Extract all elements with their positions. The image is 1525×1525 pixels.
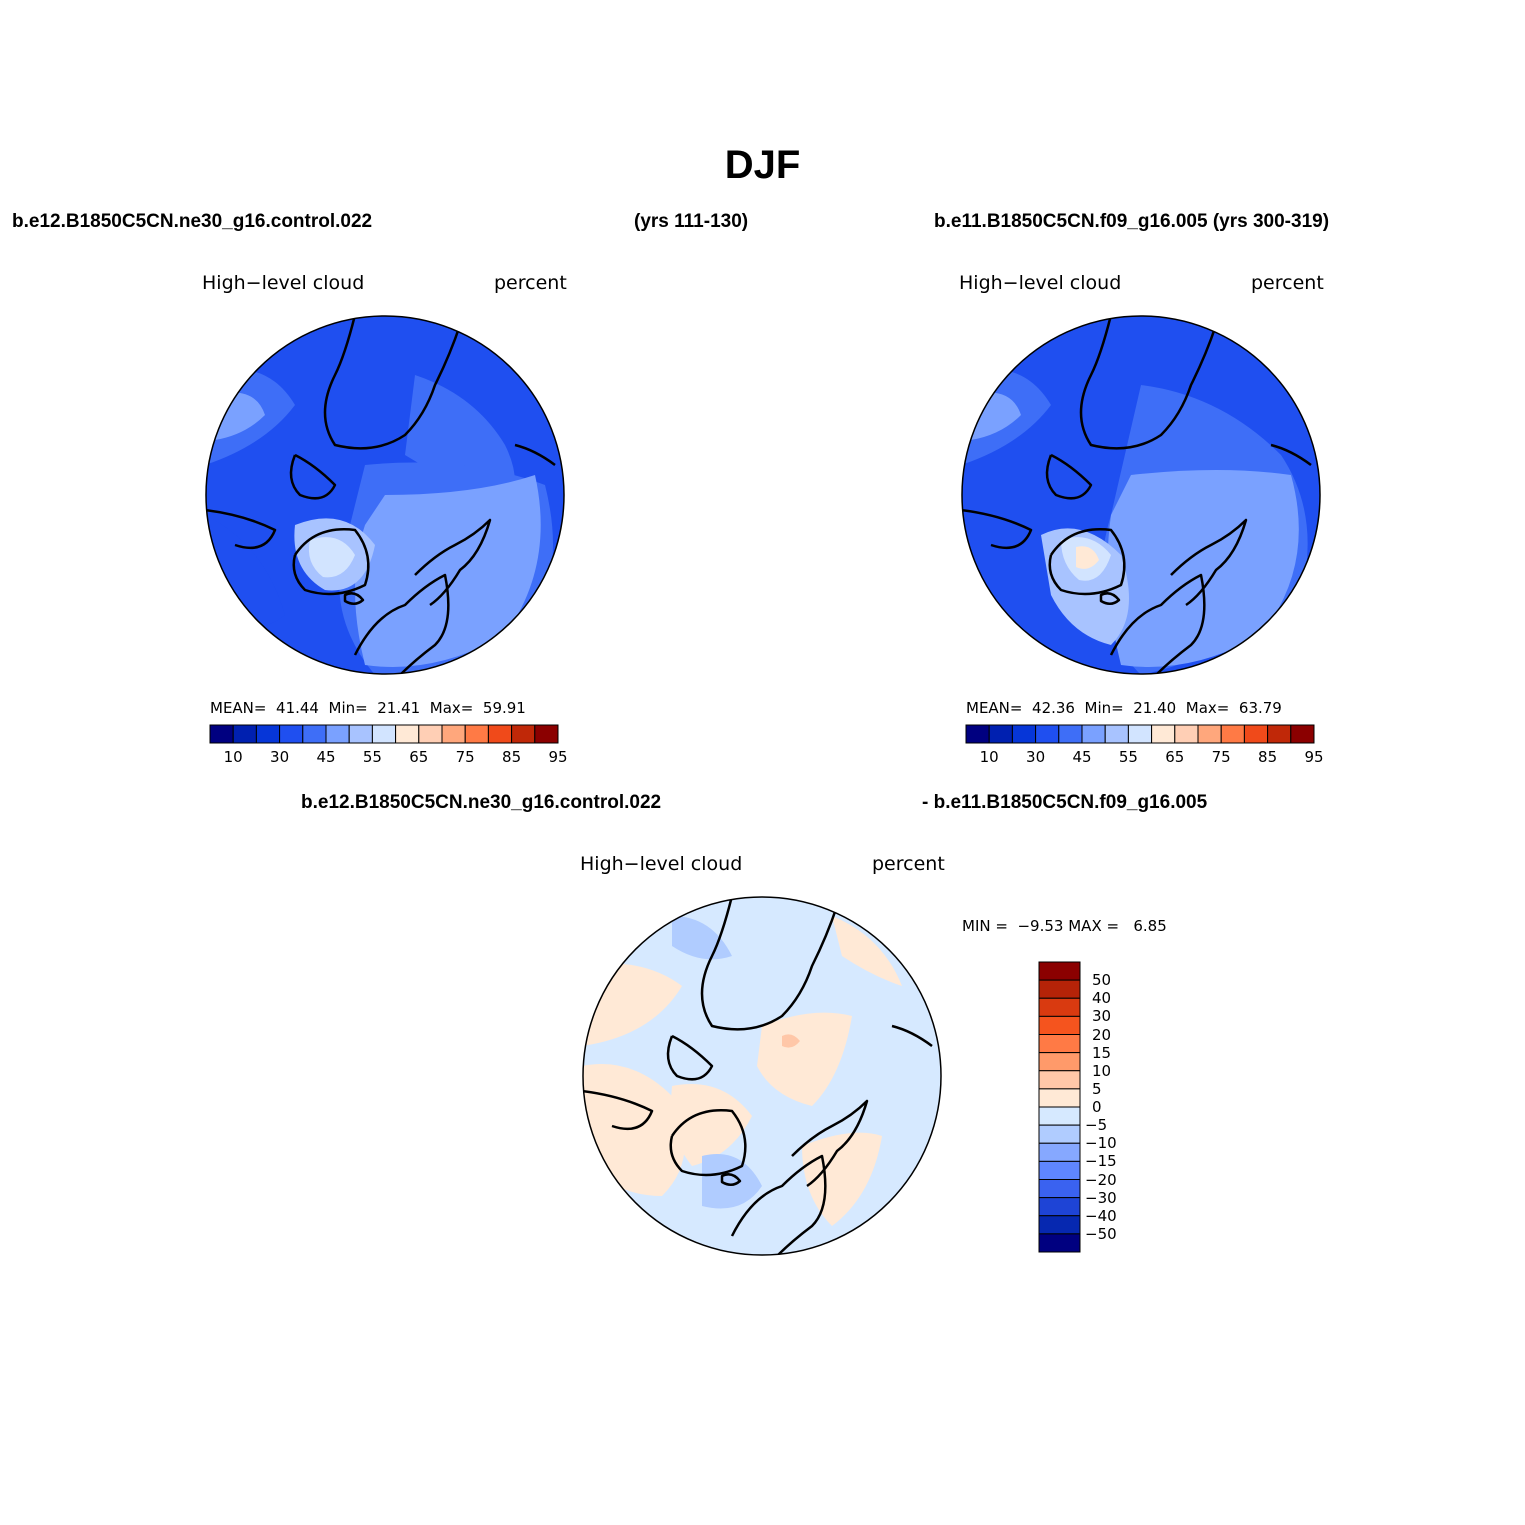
colorbar-tick-label: 95 xyxy=(548,748,568,766)
colorbar-swatch xyxy=(1197,724,1222,744)
colorbar-swatch xyxy=(1038,997,1081,1017)
colorbar-tick-label: 75 xyxy=(455,748,475,766)
colorbar-swatch xyxy=(1038,979,1081,999)
colorbar-tick-label: 30 xyxy=(270,748,290,766)
colorbar-tick-label: 55 xyxy=(1118,748,1138,766)
colorbar-swatch xyxy=(1011,724,1037,744)
colorbar-tick-label: −10 xyxy=(1085,1134,1117,1153)
colorbar-swatch xyxy=(1081,724,1106,744)
colorbar-swatch xyxy=(1038,1070,1081,1090)
colorbar-swatch xyxy=(1174,724,1199,744)
colorbar-swatch xyxy=(1038,1197,1081,1217)
colorbar-swatch xyxy=(302,724,327,744)
colorbar-tick-label: −15 xyxy=(1085,1152,1117,1171)
colorbar-swatch xyxy=(255,724,281,744)
colorbar-swatch xyxy=(1038,1034,1081,1054)
colorbar-tick-label: 65 xyxy=(1165,748,1185,766)
colorbar-swatch xyxy=(1038,1233,1081,1253)
colorbar-tick-label: 10 xyxy=(1092,1061,1112,1080)
colorbar-tick-label: 5 xyxy=(1092,1079,1102,1098)
colorbar-swatch xyxy=(1104,724,1129,744)
colorbar-tick-label: −30 xyxy=(1085,1188,1117,1207)
panel1-units: percent xyxy=(494,272,567,294)
colorbar-swatch xyxy=(1290,724,1315,744)
colorbar-swatch xyxy=(418,724,443,744)
panel3-stats: MIN = −9.53 MAX = 6.85 xyxy=(962,917,1167,935)
colorbar-swatch xyxy=(1038,1015,1081,1035)
panel1-variable: High−level cloud xyxy=(202,272,365,294)
right-case-label: b.e11.B1850C5CN.f09_g16.005 (yrs 300-319… xyxy=(934,211,1330,232)
colorbar-swatch xyxy=(1038,1088,1081,1108)
diff-case-a-label: b.e12.B1850C5CN.ne30_g16.control.022 xyxy=(301,792,662,813)
colorbar-tick-label: 85 xyxy=(502,748,522,766)
map-difference xyxy=(582,896,942,1256)
left-years-label: (yrs 111-130) xyxy=(634,211,749,232)
panel2-variable: High−level cloud xyxy=(959,272,1122,294)
colorbar-tick-label: 40 xyxy=(1092,989,1112,1008)
colorbar-swatch xyxy=(1038,1106,1081,1126)
colorbar-swatch xyxy=(1243,724,1269,744)
colorbar-tick-label: 50 xyxy=(1092,971,1112,990)
colorbar-swatch xyxy=(487,724,513,744)
colorbar-tick-label: 65 xyxy=(409,748,429,766)
colorbar-swatch xyxy=(395,724,420,744)
panel3-units: percent xyxy=(872,853,945,875)
colorbar-swatch xyxy=(1267,724,1292,744)
colorbar-swatch xyxy=(1038,1179,1081,1199)
diff-case-b-label: - b.e11.B1850C5CN.f09_g16.005 xyxy=(922,792,1208,813)
colorbar-swatch xyxy=(1058,724,1083,744)
panel3-variable: High−level cloud xyxy=(580,853,743,875)
colorbar-tick-label: 45 xyxy=(316,748,336,766)
colorbar-swatch xyxy=(325,724,350,744)
colorbar-tick-label: 95 xyxy=(1304,748,1324,766)
colorbar-swatch xyxy=(1220,724,1245,744)
colorbar-tick-label: −20 xyxy=(1085,1170,1117,1189)
colorbar-swatch xyxy=(441,724,466,744)
colorbar-tick-label: −50 xyxy=(1085,1224,1117,1243)
colorbar-tick-label: 30 xyxy=(1026,748,1046,766)
colorbar-swatch xyxy=(348,724,373,744)
panel1-stats: MEAN= 41.44 Min= 21.41 Max= 59.91 xyxy=(210,699,526,717)
figure-title: DJF xyxy=(724,143,801,187)
colorbar-swatch xyxy=(464,724,489,744)
colorbar-case2 xyxy=(965,724,1315,744)
colorbar-tick-label: 45 xyxy=(1072,748,1092,766)
colorbar-swatch xyxy=(1038,1052,1081,1072)
map-control xyxy=(205,315,565,675)
colorbar-swatch xyxy=(1038,1142,1081,1162)
colorbar-tick-label: 15 xyxy=(1092,1043,1112,1062)
colorbar-tick-label: 75 xyxy=(1211,748,1231,766)
colorbar-swatch xyxy=(1038,1215,1081,1235)
colorbar-swatch xyxy=(1038,1160,1081,1180)
colorbar-swatch xyxy=(279,724,304,744)
colorbar-tick-label: −5 xyxy=(1085,1116,1108,1135)
colorbar-swatch xyxy=(988,724,1013,744)
colorbar-swatch xyxy=(534,724,559,744)
colorbar-swatch xyxy=(511,724,536,744)
colorbar-tick-label: −40 xyxy=(1085,1206,1117,1225)
colorbar-tick-label: 55 xyxy=(362,748,382,766)
left-case-label: b.e12.B1850C5CN.ne30_g16.control.022 xyxy=(12,211,373,232)
colorbar-tick-label: 20 xyxy=(1092,1025,1112,1044)
colorbar-tick-label: 85 xyxy=(1258,748,1278,766)
colorbar-tick-label: 10 xyxy=(979,748,999,766)
colorbar-tick-label: 0 xyxy=(1092,1098,1102,1116)
colorbar-swatch xyxy=(1151,724,1176,744)
map-case2 xyxy=(961,315,1321,675)
colorbar-swatch xyxy=(371,724,397,744)
colorbar-tick-label: 10 xyxy=(223,748,243,766)
colorbar-tick-label: 30 xyxy=(1092,1007,1112,1026)
colorbar-swatch xyxy=(1038,1124,1081,1144)
colorbar-swatch xyxy=(965,724,990,744)
panel2-stats: MEAN= 42.36 Min= 21.40 Max= 63.79 xyxy=(966,699,1282,717)
colorbar-swatch xyxy=(1127,724,1153,744)
colorbar-control xyxy=(209,724,559,744)
panel2-units: percent xyxy=(1251,272,1324,294)
colorbar-swatch xyxy=(1035,724,1060,744)
colorbar-difference xyxy=(1038,961,1081,1253)
colorbar-swatch xyxy=(1038,961,1081,981)
colorbar-swatch xyxy=(232,724,257,744)
colorbar-swatch xyxy=(209,724,234,744)
